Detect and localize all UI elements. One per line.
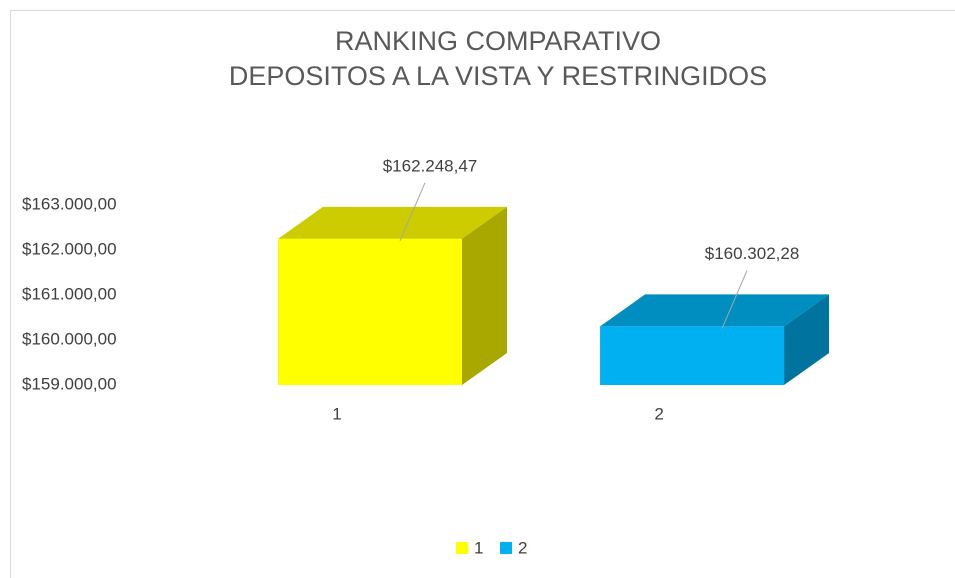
legend-swatch: [456, 542, 468, 554]
leader-line: [399, 182, 426, 242]
x-tick-label: 2: [654, 404, 663, 423]
bar-side: [784, 294, 830, 385]
y-tick-label: $159.000,00: [22, 374, 117, 393]
bar: [600, 326, 785, 385]
chart-subtitle: DEPOSITOS A LA VISTA Y RESTRINGIDOS: [229, 61, 767, 91]
chart-title: RANKING COMPARATIVO: [335, 26, 661, 56]
bar-top: [278, 206, 507, 239]
x-tick-label: 1: [332, 404, 341, 423]
y-tick-label: $162.000,00: [22, 239, 117, 258]
data-label: $162.248,47: [383, 156, 478, 175]
y-tick-label: $163.000,00: [22, 194, 117, 213]
bar-top: [600, 294, 830, 327]
legend-swatch: [500, 542, 512, 554]
data-label: $160.302,28: [705, 244, 800, 263]
bar: [278, 238, 462, 385]
bar-side: [462, 206, 507, 385]
legend-label: 2: [518, 538, 527, 557]
leader-line: [721, 270, 748, 329]
y-tick-label: $161.000,00: [22, 284, 117, 303]
y-tick-label: $160.000,00: [22, 329, 117, 348]
legend-label: 1: [474, 538, 483, 557]
